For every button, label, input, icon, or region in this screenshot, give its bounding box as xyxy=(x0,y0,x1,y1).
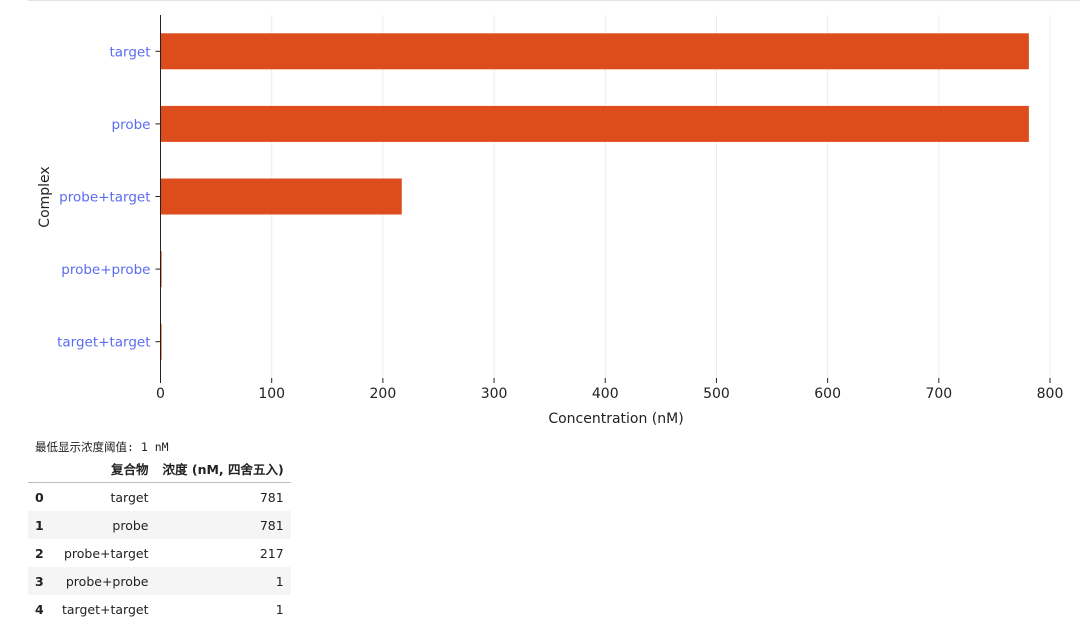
x-tick-label: 800 xyxy=(1037,386,1064,402)
x-tick-label: 200 xyxy=(370,386,397,402)
y-axis-label: Complex xyxy=(37,166,53,227)
x-tick-labels: 0 100 200 300 400 500 600 700 800 xyxy=(156,378,1063,402)
y-tick-label: target xyxy=(109,44,150,60)
row-index: 1 xyxy=(35,517,44,533)
row-complex: target+target xyxy=(62,601,149,617)
x-tick-label: 100 xyxy=(258,386,285,402)
row-complex: probe+probe xyxy=(65,573,149,589)
bar xyxy=(160,251,162,288)
bar xyxy=(160,178,402,215)
row-concentration: 781 xyxy=(259,517,284,533)
x-tick-label: 0 xyxy=(156,386,165,402)
row-complex: target xyxy=(110,489,149,505)
x-tick-label: 400 xyxy=(592,386,619,402)
y-tick-label: probe+probe xyxy=(61,262,150,278)
row-index: 4 xyxy=(35,601,44,617)
row-concentration: 1 xyxy=(275,601,284,617)
x-axis-label: Concentration (nM) xyxy=(548,411,683,427)
x-tick-label: 500 xyxy=(703,386,730,402)
row-concentration: 781 xyxy=(259,489,284,505)
bar xyxy=(160,33,1029,70)
bars xyxy=(160,33,1029,360)
table-row: 1 probe 781 xyxy=(28,511,291,539)
row-index: 0 xyxy=(35,489,44,505)
results-table: 复合物 浓度 (nM, 四舍五入) 0 target 781 1 probe 7… xyxy=(28,455,291,623)
x-tick-label: 600 xyxy=(814,386,841,402)
y-tick-label: probe+target xyxy=(59,190,150,206)
row-concentration: 217 xyxy=(259,545,284,561)
row-complex: probe xyxy=(112,517,149,533)
y-tick-label: target+target xyxy=(57,335,150,351)
table-header-row: 复合物 浓度 (nM, 四舍五入) xyxy=(28,455,291,483)
y-tick-labels: target probe probe+target probe+probe target… xyxy=(57,44,161,351)
row-index: 2 xyxy=(35,545,44,561)
threshold-note: 最低显示浓度阈值: 1 nM xyxy=(35,440,169,454)
x-tick-label: 300 xyxy=(481,386,508,402)
bar xyxy=(160,323,162,360)
row-concentration: 1 xyxy=(275,573,284,589)
row-index: 3 xyxy=(35,573,44,589)
row-complex: probe+target xyxy=(63,545,149,561)
bar xyxy=(160,105,1029,142)
x-tick-label: 700 xyxy=(925,386,952,402)
header-complex: 复合物 xyxy=(55,455,156,483)
header-concentration: 浓度 (nM, 四舍五入) xyxy=(155,455,291,483)
header-index xyxy=(28,455,55,483)
y-tick-label: probe xyxy=(112,117,151,133)
table-row: 4 target+target 1 xyxy=(28,595,291,623)
table-row: 2 probe+target 217 xyxy=(28,539,291,567)
table-row: 0 target 781 xyxy=(28,483,291,512)
grid-lines xyxy=(271,15,1051,378)
table-row: 3 probe+probe 1 xyxy=(28,567,291,595)
top-divider xyxy=(28,0,1080,1)
bar-chart: target probe probe+target probe+probe target… xyxy=(37,15,1063,427)
